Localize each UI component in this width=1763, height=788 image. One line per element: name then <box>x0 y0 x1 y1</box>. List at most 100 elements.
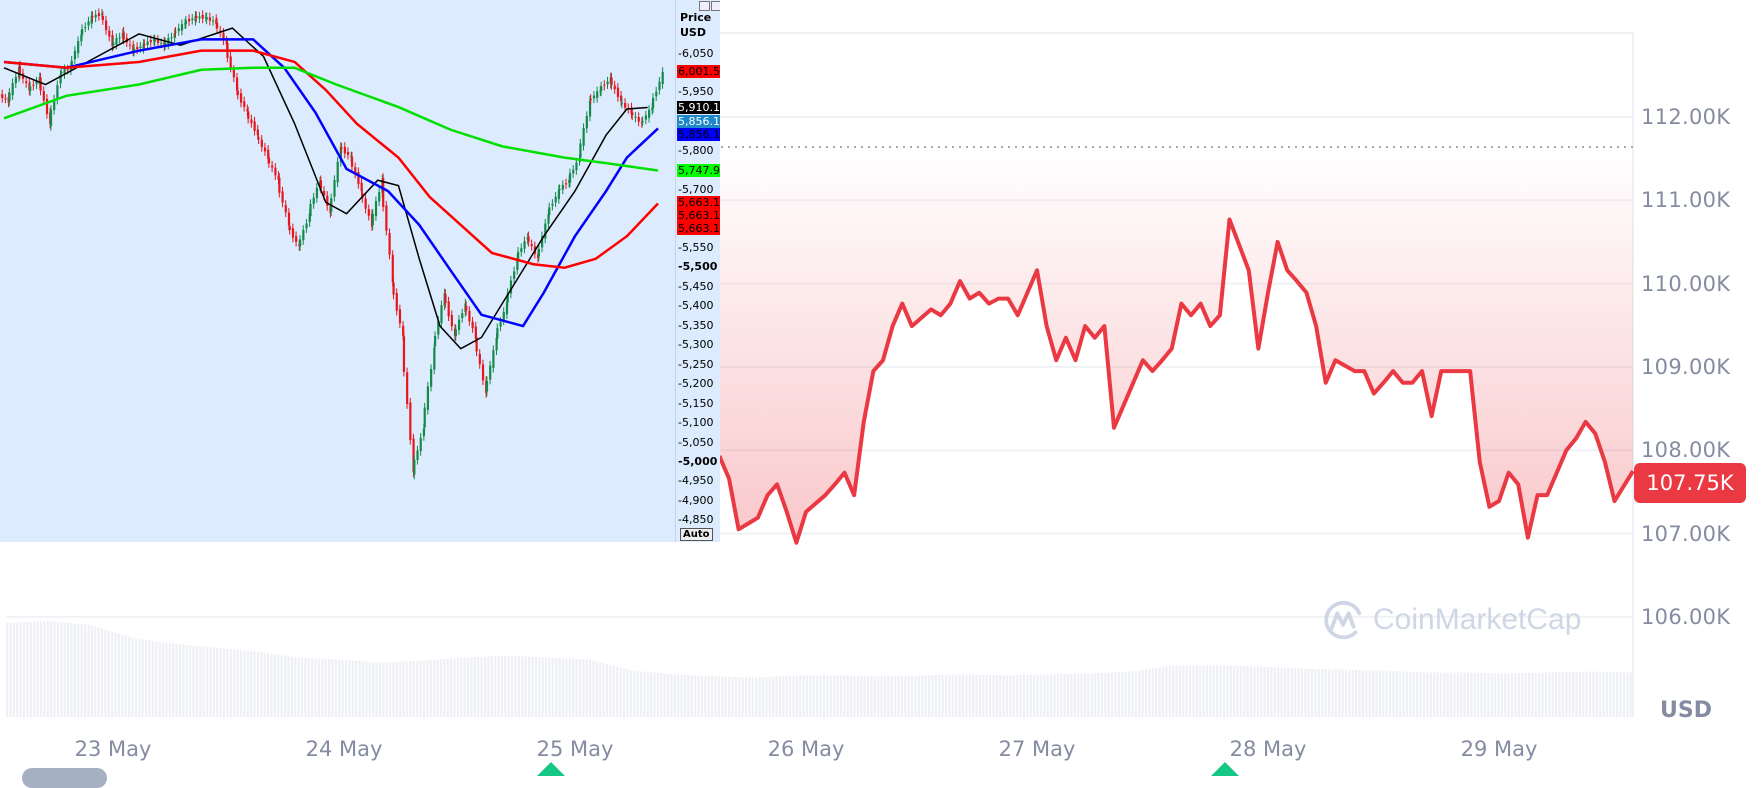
volume-bar <box>1091 673 1093 717</box>
volume-bar <box>816 675 818 717</box>
volume-bar <box>172 644 174 717</box>
volume-bar <box>308 658 310 717</box>
volume-bar <box>243 650 245 717</box>
candle <box>388 233 390 255</box>
volume-bar <box>609 665 611 717</box>
volume-bar <box>1064 674 1066 717</box>
candle <box>136 47 138 49</box>
volume-bar <box>1236 666 1238 717</box>
candle <box>600 86 602 91</box>
volume-bar <box>1189 666 1191 717</box>
candle <box>347 152 349 155</box>
candle <box>285 205 287 212</box>
volume-bar <box>1013 675 1015 717</box>
volume-bar <box>209 647 211 717</box>
volume-bar <box>50 621 52 717</box>
volume-bar <box>1494 673 1496 717</box>
x-tick-label: 26 May <box>768 737 845 761</box>
y-tick-label: 106.00K <box>1641 605 1730 629</box>
volume-bar <box>142 639 144 717</box>
candle <box>278 178 280 193</box>
volume-bar <box>1145 669 1147 717</box>
volume-bar <box>43 621 45 717</box>
candle <box>230 56 232 67</box>
candle <box>559 189 561 190</box>
volume-bar <box>1142 670 1144 717</box>
volume-bar <box>1019 675 1021 717</box>
volume-bar <box>738 677 740 717</box>
volume-bar <box>670 674 672 717</box>
volume-bar <box>1060 674 1062 717</box>
volume-bar <box>1457 672 1459 717</box>
candle <box>206 17 208 19</box>
volume-bar <box>1128 672 1130 717</box>
volume-bar <box>864 676 866 717</box>
volume-bar <box>1240 666 1242 717</box>
volume-bar <box>131 638 133 717</box>
volume-bar <box>342 660 344 717</box>
candle <box>250 119 252 123</box>
volume-bar <box>1335 669 1337 717</box>
volume-bar <box>399 662 401 717</box>
price-axis[interactable]: Price USD -6,050-5,950-5,800-5,700-5,550… <box>675 0 720 542</box>
range-slider-handle[interactable] <box>22 768 107 788</box>
candle <box>631 113 633 116</box>
candle <box>302 230 304 240</box>
volume-bar <box>294 657 296 717</box>
volume-bar <box>484 657 486 717</box>
event-marker-icon[interactable] <box>537 762 565 776</box>
volume-bar <box>745 677 747 717</box>
price-tick: -5,050 <box>678 436 713 449</box>
volume-bar <box>443 659 445 717</box>
price-tick: -4,900 <box>678 494 713 507</box>
candle <box>465 306 467 311</box>
volume-bar <box>1619 672 1621 717</box>
candle <box>212 21 214 22</box>
volume-bar <box>697 676 699 717</box>
price-marker-label: 5,747.93 <box>677 164 720 177</box>
volume-bar <box>1165 666 1167 717</box>
volume-bar <box>453 658 455 717</box>
volume-bar <box>1345 670 1347 717</box>
volume-bar <box>1460 672 1462 717</box>
candle <box>427 387 429 410</box>
volume-bar <box>867 676 869 717</box>
auto-scale-button[interactable]: Auto <box>680 528 713 541</box>
candle <box>139 47 141 48</box>
candle <box>123 32 125 40</box>
volume-bar <box>1436 672 1438 717</box>
volume-bar <box>301 658 303 717</box>
volume-bar <box>375 662 377 717</box>
volume-bar <box>128 637 130 717</box>
event-marker-icon[interactable] <box>1211 762 1239 776</box>
volume-bar <box>70 623 72 717</box>
volume-bar <box>1226 666 1228 717</box>
candle <box>396 293 398 311</box>
candle <box>444 294 446 303</box>
volume-bar <box>396 662 398 717</box>
volume-bar <box>1040 675 1042 717</box>
volume-bar <box>98 627 100 717</box>
volume-bar <box>952 675 954 717</box>
candle <box>372 214 374 225</box>
volume-bar <box>9 623 11 717</box>
volume-bar <box>1375 670 1377 717</box>
volume-bar <box>1196 666 1198 717</box>
volume-bar <box>1348 670 1350 717</box>
volume-bar <box>1372 670 1374 717</box>
price-tick: -5,350 <box>678 319 713 332</box>
price-marker-label: 5,663.18 <box>677 196 720 209</box>
volume-bar <box>708 676 710 717</box>
close-window-icon[interactable] <box>711 1 720 11</box>
volume-bar <box>1003 675 1005 717</box>
volume-bar <box>640 671 642 717</box>
candle <box>108 31 110 37</box>
volume-bar <box>684 675 686 717</box>
candle <box>313 198 315 204</box>
price-tick: -5,200 <box>678 377 713 390</box>
candle <box>496 328 498 338</box>
volume-bar <box>104 630 106 717</box>
candle <box>499 322 501 327</box>
candle <box>468 311 470 321</box>
volume-bar <box>1318 669 1320 717</box>
